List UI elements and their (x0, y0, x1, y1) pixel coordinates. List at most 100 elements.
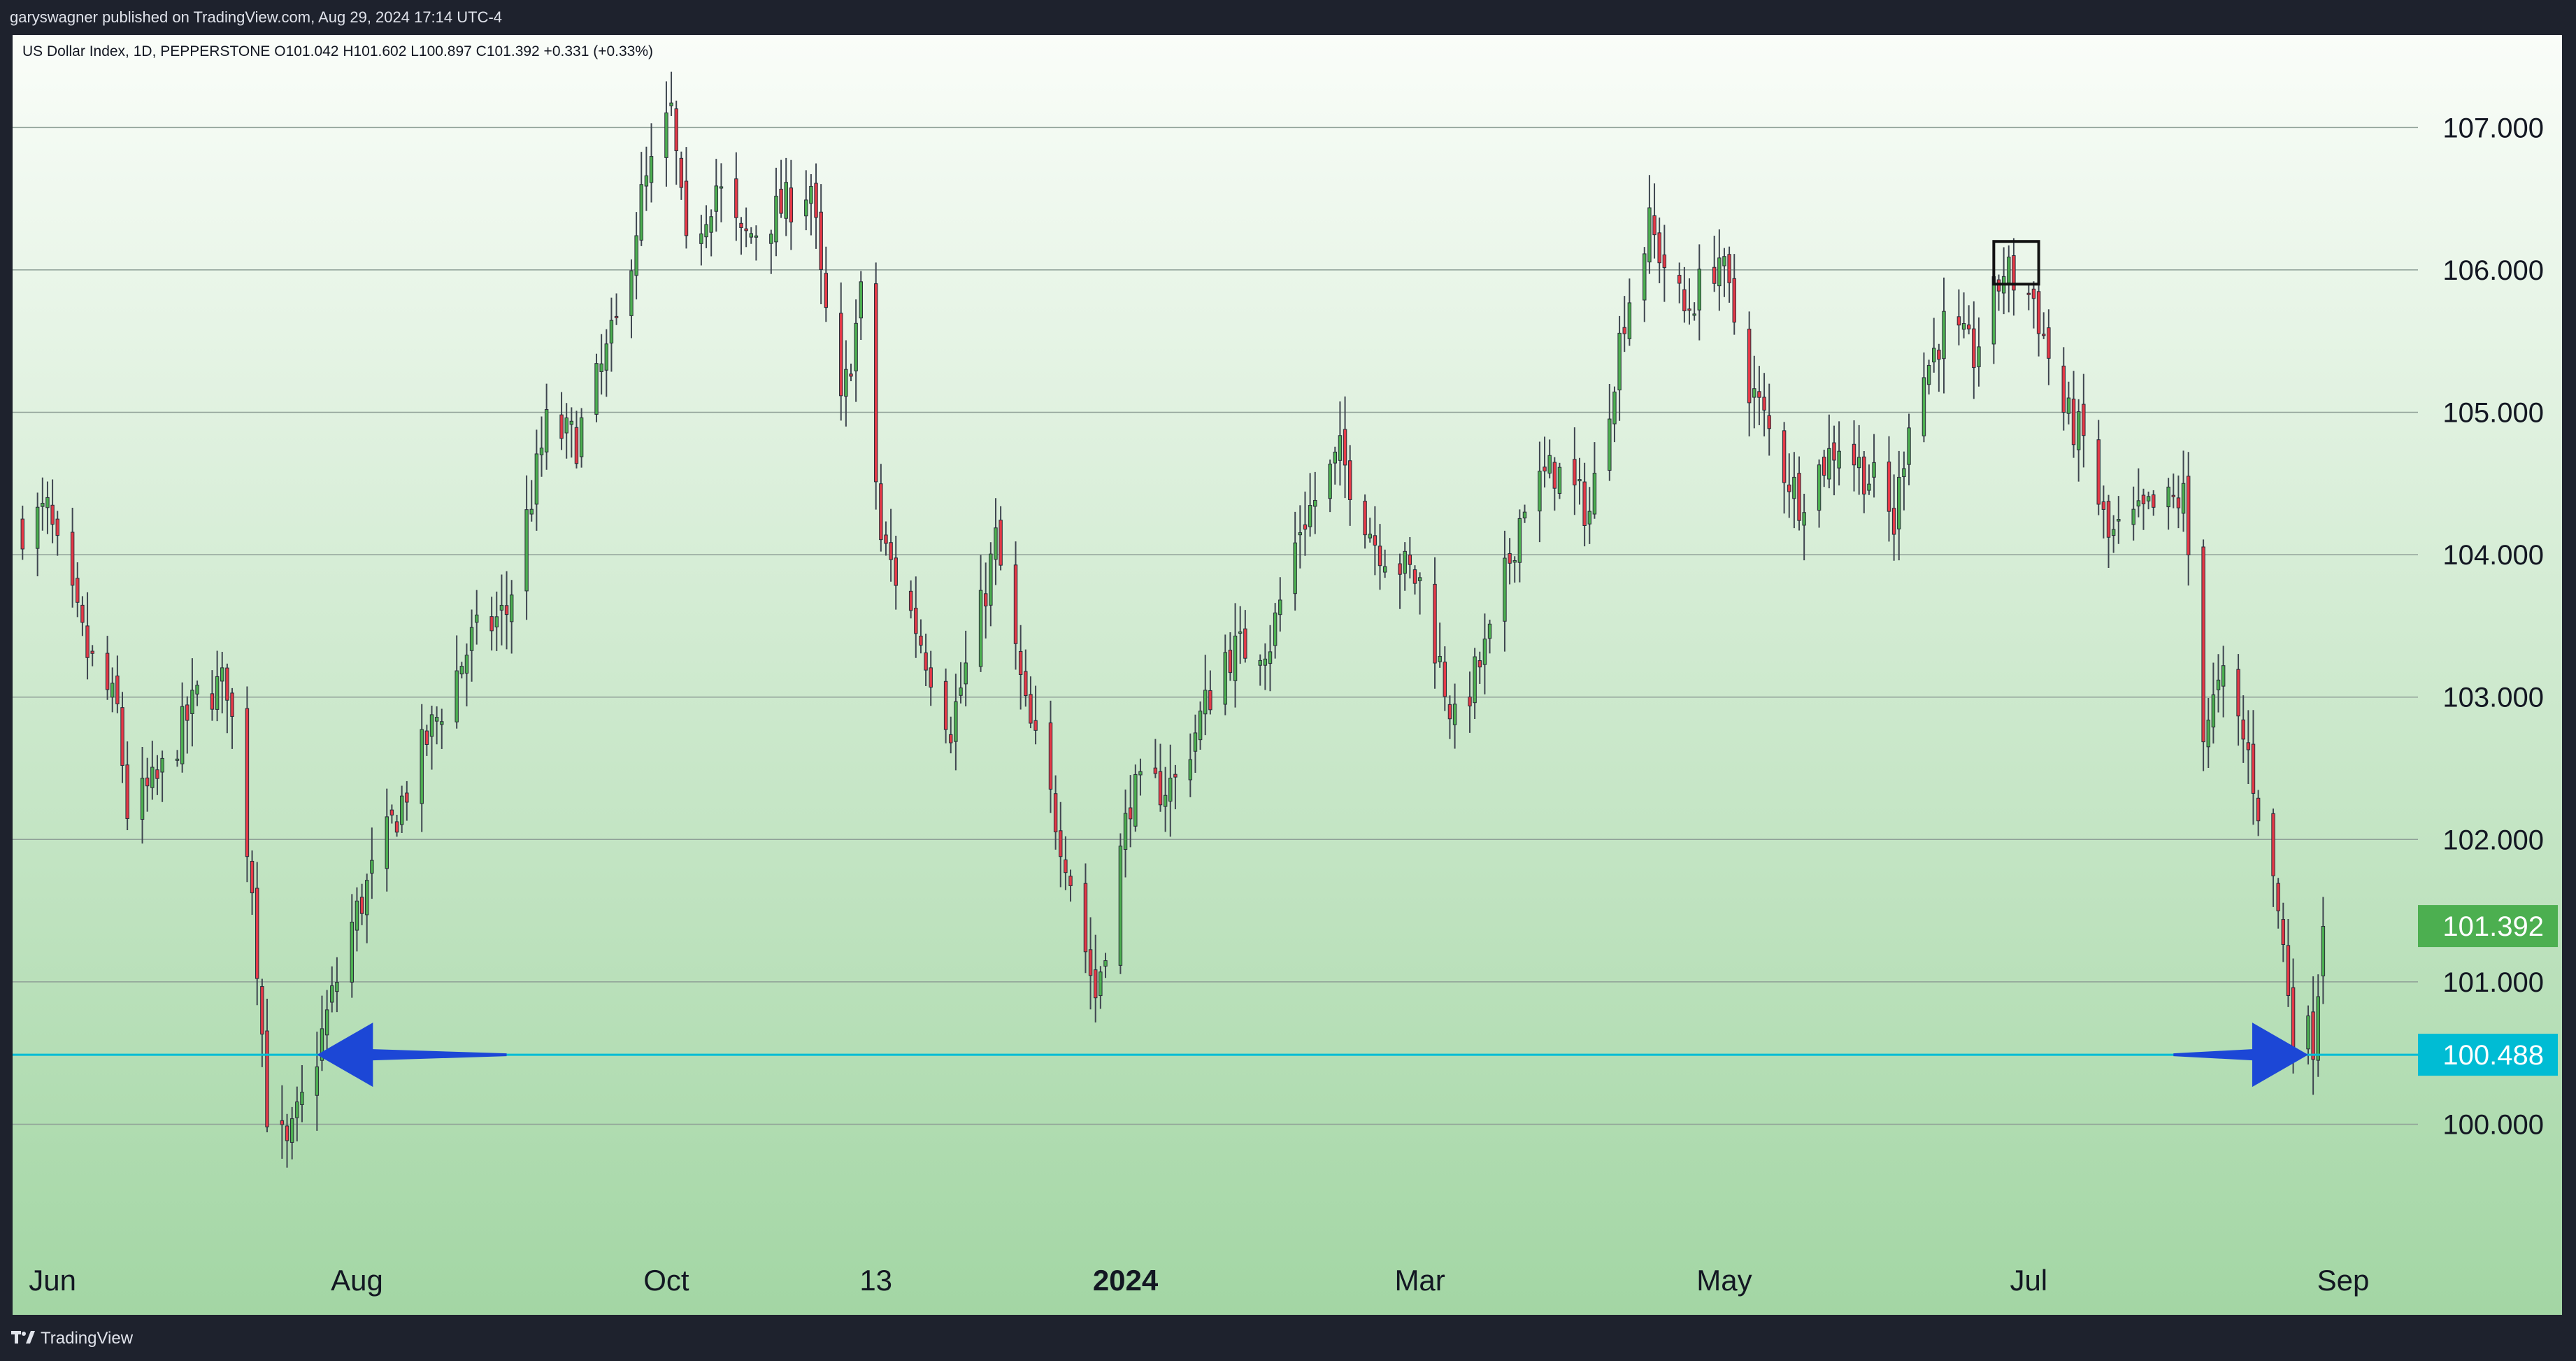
chart-panel[interactable]: 107.000 106.000 105.000 104.000 103.000 102.0… (13, 35, 2562, 1315)
candle (1313, 471, 1317, 534)
candle (405, 781, 409, 821)
candle (1343, 396, 1347, 499)
candlestick-chart[interactable]: 107.000 106.000 105.000 104.000 103.000 102.0… (13, 35, 2562, 1315)
candle (1094, 934, 1098, 1022)
x-tick-label: Aug (331, 1264, 383, 1297)
candle (1298, 505, 1303, 569)
candle (639, 152, 643, 246)
candle (1477, 651, 1482, 684)
tradingview-brand[interactable]: TradingView (11, 1329, 133, 1348)
candle (350, 894, 355, 998)
candle (494, 591, 499, 651)
candle (1203, 655, 1208, 736)
candle (76, 562, 80, 618)
candle (1557, 462, 1562, 499)
candle (1966, 305, 1971, 335)
candle (734, 152, 738, 241)
x-tick-label: 2024 (1093, 1264, 1159, 1297)
candle (389, 804, 394, 824)
candle (1163, 767, 1168, 832)
candle (1223, 634, 1227, 715)
candle (1887, 436, 1891, 542)
x-tick-label: May (1696, 1264, 1752, 1297)
candle (1902, 451, 1906, 511)
candle (1677, 262, 1682, 304)
candle (754, 225, 759, 261)
candle (699, 215, 703, 266)
candle (2111, 515, 2116, 553)
y-tick-label: 107.000 (2442, 113, 2544, 143)
right-arrow-icon[interactable] (2173, 1022, 2308, 1088)
candle (924, 633, 928, 687)
candle (2201, 539, 2205, 771)
candle (1627, 278, 1632, 346)
candle (804, 170, 808, 231)
candle (80, 596, 85, 636)
candle (394, 815, 399, 837)
candle (1303, 491, 1308, 556)
candle (55, 511, 59, 556)
candle (569, 407, 574, 458)
candle (1412, 565, 1417, 595)
last-price-badge: 101.392 (2418, 905, 2558, 948)
highlight-rectangle[interactable] (1992, 240, 2040, 286)
y-tick-label: 104.000 (2442, 540, 2544, 571)
candle (1468, 671, 1472, 733)
candle (1238, 606, 1243, 664)
y-tick-label: 106.000 (2442, 255, 2544, 286)
candle (459, 662, 464, 679)
candle (1622, 296, 1626, 352)
candle (809, 173, 813, 236)
candle (359, 883, 364, 925)
candle (1762, 373, 1766, 436)
candle (2036, 274, 2041, 357)
candle (1727, 246, 1731, 303)
candle (1373, 506, 1378, 576)
candle (1188, 733, 1193, 797)
candle (399, 785, 404, 834)
candle (1961, 292, 1966, 339)
candle (2117, 496, 2121, 544)
candle (245, 686, 250, 883)
candle (50, 479, 55, 543)
candle (1018, 625, 1023, 710)
candle (2071, 371, 2076, 458)
candle (1573, 427, 1577, 515)
candle (539, 416, 544, 477)
candle (779, 159, 783, 218)
candle (1538, 441, 1542, 543)
candle (1647, 175, 1652, 274)
candle (2241, 695, 2245, 763)
footer-bar: TradingView (0, 1315, 2576, 1361)
candle (140, 746, 145, 844)
candle (1543, 436, 1547, 487)
candle (1867, 464, 1871, 495)
candle (1123, 789, 1128, 878)
candle (873, 262, 878, 510)
candle (70, 508, 75, 608)
candle (110, 667, 115, 713)
candle (2146, 491, 2151, 510)
candle (644, 146, 649, 211)
candle (285, 1113, 289, 1168)
candle (41, 477, 45, 531)
candle (983, 562, 988, 639)
left-arrow-icon[interactable] (317, 1022, 507, 1088)
publisher-caption: garyswagner published on TradingView.com… (10, 8, 503, 26)
candle (1972, 301, 1976, 399)
candle (1752, 355, 1756, 429)
candle (1897, 450, 1901, 561)
candle (509, 580, 514, 654)
candle (370, 827, 374, 899)
candle (2181, 450, 2186, 532)
candle (1447, 695, 1452, 739)
candle (1273, 603, 1278, 659)
candle (504, 571, 509, 650)
candle (20, 506, 24, 560)
candle (1118, 833, 1123, 974)
candle (1757, 366, 1761, 425)
candle (2171, 473, 2176, 508)
level-price-badge-label: 100.488 (2442, 1040, 2544, 1071)
candle (1208, 670, 1212, 715)
candle (1717, 229, 1722, 311)
